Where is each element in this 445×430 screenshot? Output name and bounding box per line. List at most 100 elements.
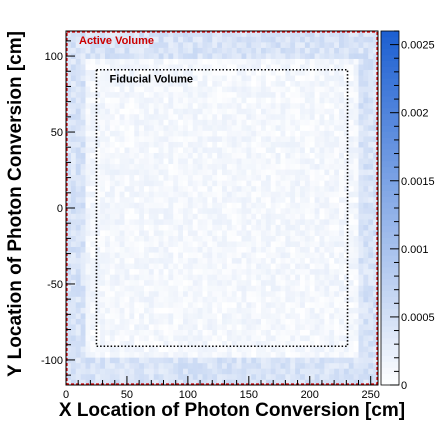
heatmap-cell: [275, 47, 281, 54]
heatmap-cell: [100, 147, 106, 153]
heatmap-cell: [80, 302, 86, 308]
heatmap-cell: [148, 279, 155, 286]
heatmap-cell: [256, 141, 262, 148]
colorbar-tick-label: 0: [401, 380, 407, 392]
heatmap-cell: [295, 373, 301, 380]
heatmap-cell: [212, 119, 218, 126]
heatmap-cell: [324, 257, 330, 264]
heatmap-cell: [251, 80, 257, 87]
heatmap-cell: [300, 235, 306, 242]
heatmap-cell: [222, 147, 228, 153]
heatmap-cell: [158, 252, 164, 259]
heatmap-cell: [314, 202, 320, 209]
heatmap-cell: [246, 119, 252, 126]
heatmap-cell: [280, 53, 286, 59]
heatmap-cell: [183, 313, 189, 319]
heatmap-cell: [114, 196, 120, 203]
heatmap-cell: [163, 213, 169, 220]
heatmap-cell: [314, 219, 320, 225]
heatmap-cell: [153, 379, 159, 386]
heatmap-cell: [373, 224, 379, 231]
heatmap-cell: [363, 31, 369, 37]
heatmap-cell: [139, 97, 145, 104]
heatmap-cell: [285, 268, 291, 275]
heatmap-cell: [304, 130, 311, 137]
heatmap-cell: [197, 246, 203, 253]
heatmap-cell: [246, 69, 252, 76]
heatmap-cell: [119, 119, 125, 126]
heatmap-cell: [236, 64, 242, 71]
heatmap-cell: [187, 208, 194, 214]
heatmap-cell: [85, 58, 91, 65]
heatmap-cell: [319, 230, 325, 236]
heatmap-cell: [270, 64, 276, 71]
heatmap-cell: [153, 329, 159, 336]
heatmap-cell: [265, 373, 272, 380]
heatmap-cell: [314, 318, 320, 325]
heatmap-cell: [129, 42, 135, 48]
heatmap-cell: [256, 335, 262, 342]
heatmap-cell: [290, 263, 296, 270]
heatmap-cell: [270, 202, 276, 209]
heatmap-cell: [75, 36, 81, 43]
heatmap-cell: [148, 329, 155, 336]
heatmap-cell: [75, 125, 81, 131]
heatmap-cell: [129, 86, 135, 93]
heatmap-cell: [212, 136, 218, 142]
heatmap-cell: [368, 47, 374, 54]
heatmap-cell: [217, 58, 223, 65]
heatmap-cell: [173, 213, 179, 220]
heatmap-cell: [95, 75, 101, 82]
heatmap-cell: [105, 318, 111, 325]
heatmap-cell: [236, 163, 242, 170]
heatmap-cell: [168, 86, 174, 93]
heatmap-cell: [300, 285, 306, 292]
heatmap-cell: [368, 340, 374, 347]
heatmap-cell: [95, 357, 101, 364]
heatmap-cell: [368, 296, 374, 303]
heatmap-cell: [309, 113, 315, 120]
heatmap-cell: [324, 47, 330, 54]
heatmap-cell: [75, 113, 81, 120]
heatmap-cell: [339, 119, 345, 126]
heatmap-cell: [173, 230, 179, 236]
heatmap-cell: [319, 174, 325, 181]
heatmap-cell: [173, 97, 179, 104]
heatmap-cell: [358, 257, 364, 264]
heatmap-cell: [114, 64, 120, 71]
heatmap-cell: [290, 230, 296, 236]
heatmap-cell: [236, 42, 242, 48]
heatmap-cell: [363, 196, 369, 203]
heatmap-cell: [319, 80, 325, 87]
heatmap-cell: [343, 185, 350, 192]
heatmap-cell: [66, 346, 72, 353]
heatmap-cell: [139, 152, 145, 159]
heatmap-cell: [153, 241, 159, 248]
heatmap-cell: [339, 75, 345, 82]
heatmap-cell: [105, 180, 111, 187]
heatmap-cell: [343, 97, 350, 104]
heatmap-cell: [300, 152, 306, 159]
heatmap-cell: [212, 202, 218, 209]
heatmap-cell: [80, 185, 86, 192]
heatmap-cell: [304, 31, 311, 37]
heatmap-cell: [66, 86, 72, 93]
heatmap-cell: [280, 241, 286, 248]
heatmap-cell: [226, 185, 233, 192]
heatmap-cell: [173, 241, 179, 248]
heatmap-cell: [80, 147, 86, 153]
heatmap-cell: [134, 235, 140, 242]
heatmap-cell: [153, 340, 159, 347]
heatmap-cell: [124, 97, 130, 104]
heatmap-cell: [163, 285, 169, 292]
heatmap-cell: [114, 91, 120, 98]
heatmap-cell: [261, 53, 267, 59]
heatmap-cell: [353, 368, 359, 375]
heatmap-cell: [109, 141, 116, 148]
heatmap-cell: [324, 113, 330, 120]
heatmap-cell: [212, 108, 218, 115]
heatmap-cell: [119, 152, 125, 159]
heatmap-cell: [197, 141, 203, 148]
heatmap-cell: [353, 351, 359, 358]
heatmap-cell: [109, 285, 116, 292]
